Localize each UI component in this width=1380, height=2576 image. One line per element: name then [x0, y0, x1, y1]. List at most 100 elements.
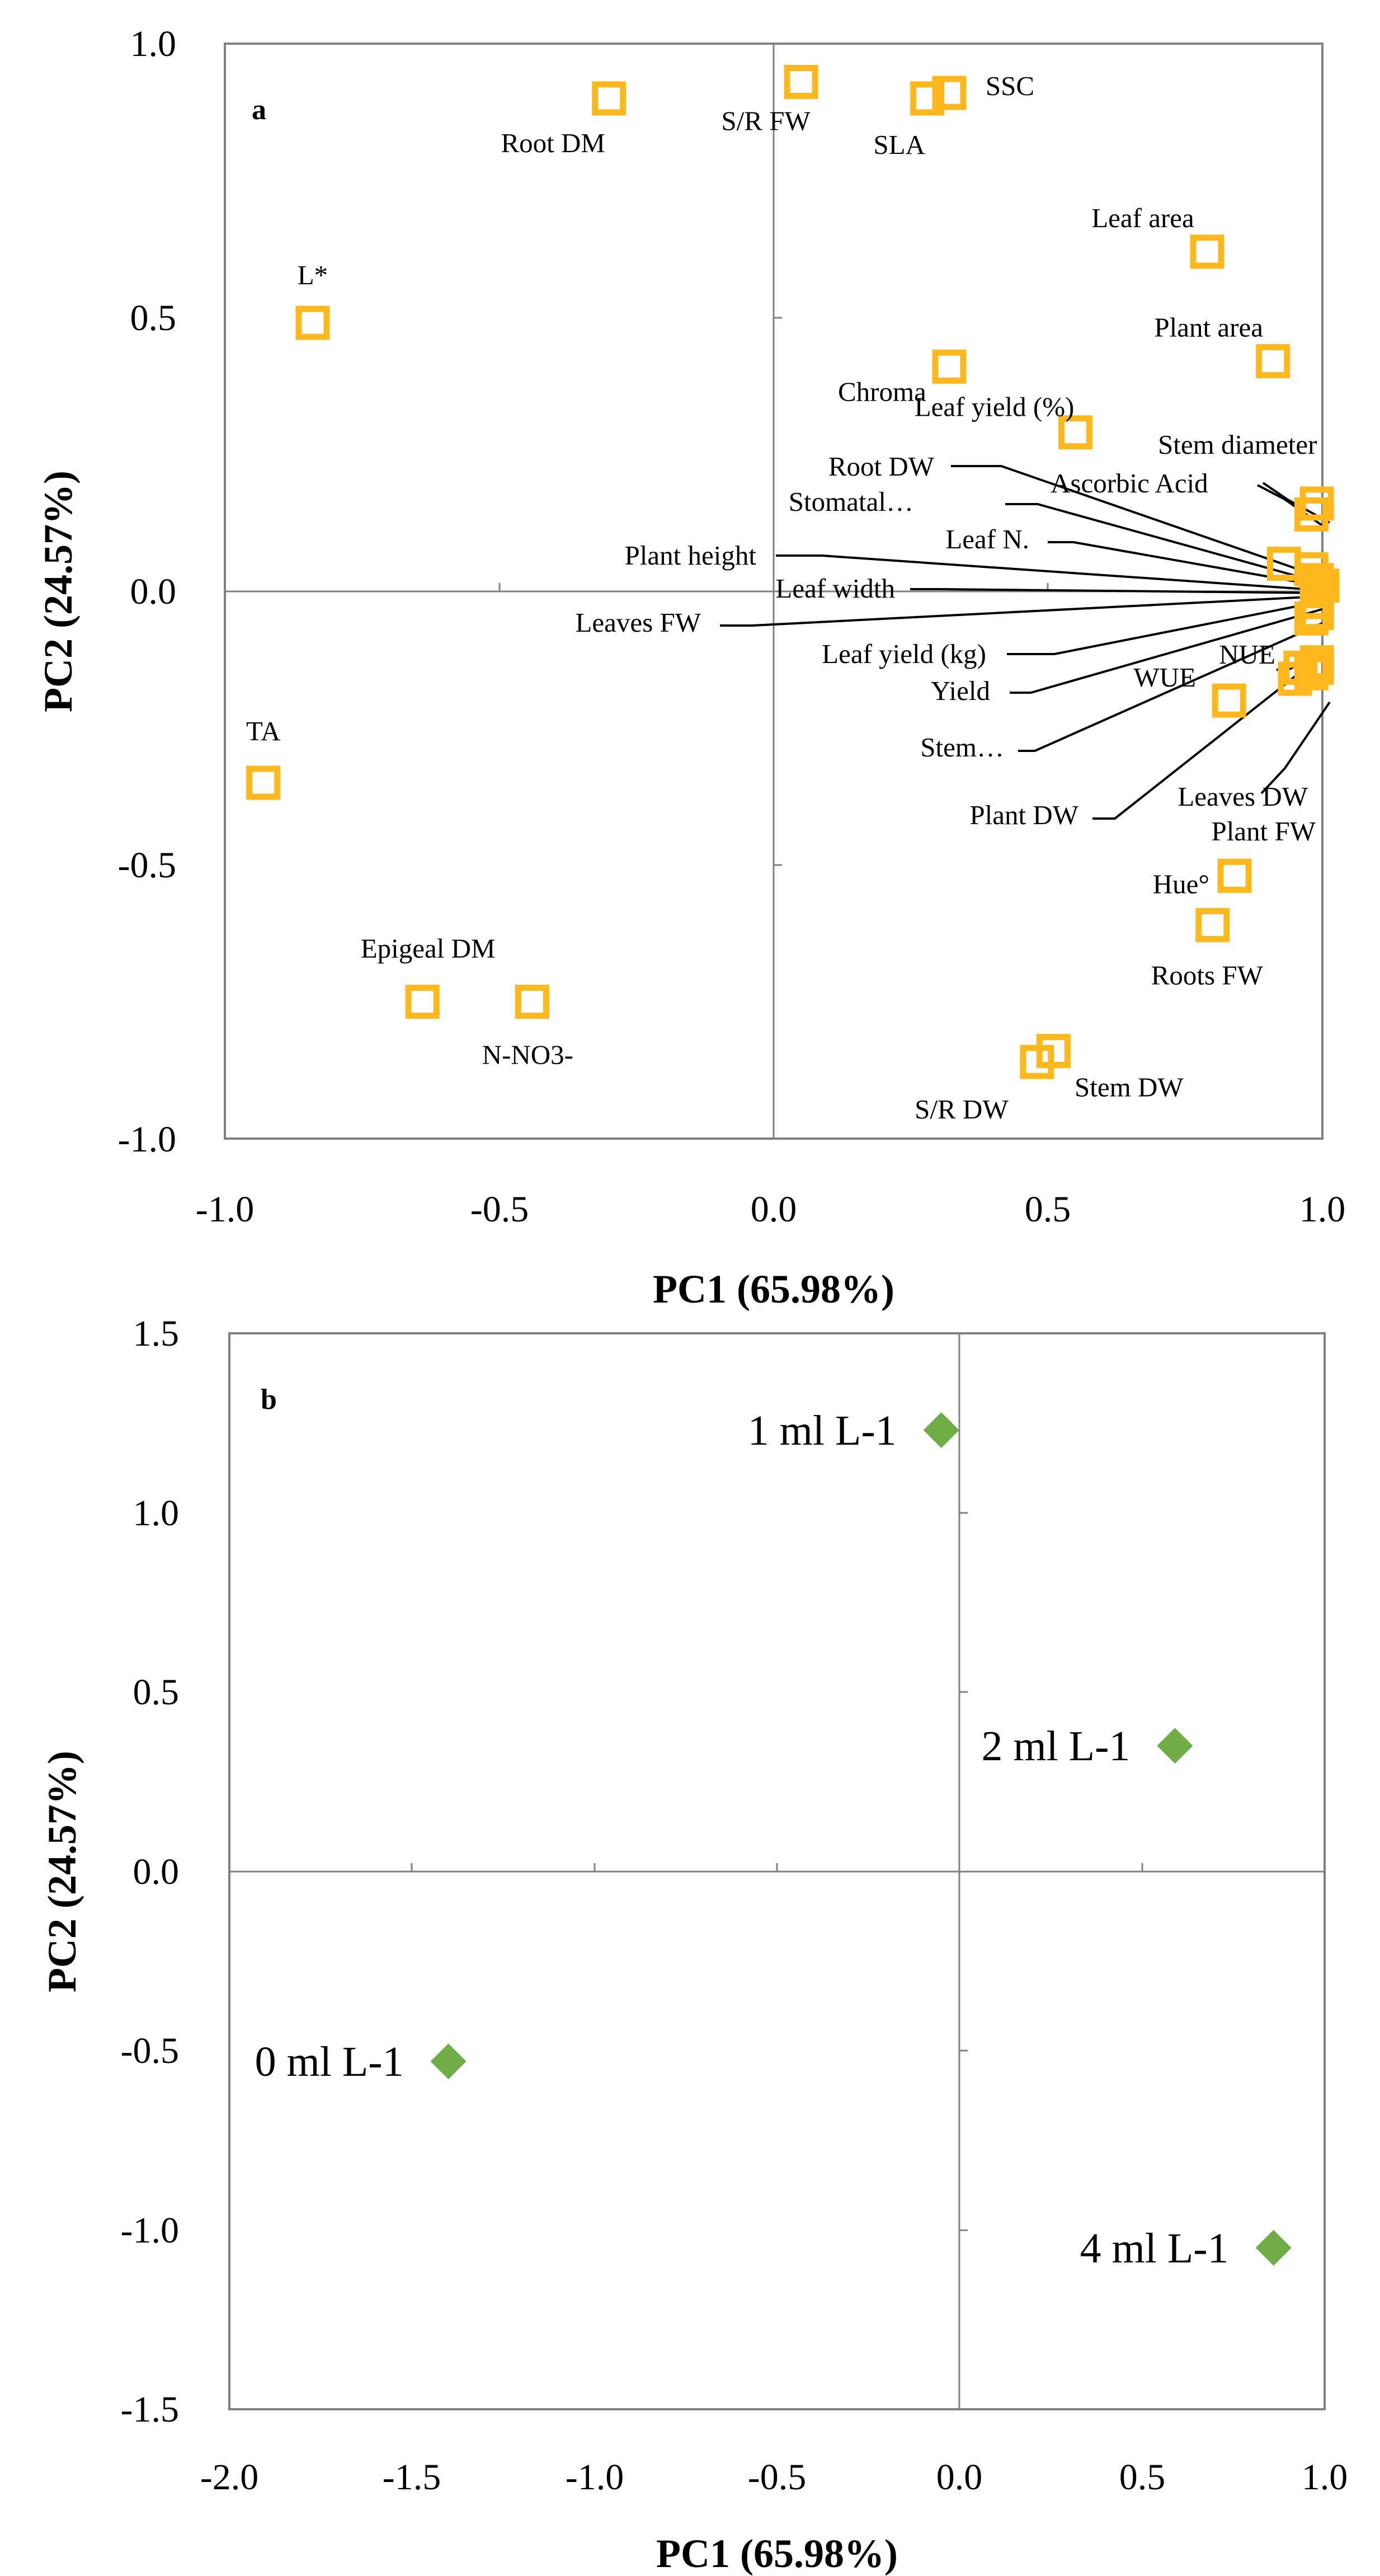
panel-a-x-ticks: -1.0 -0.5 0.0 0.5 1.0 — [196, 1189, 1345, 1230]
marker-plant-area — [1256, 344, 1290, 379]
y-tick: 0.0 — [133, 1851, 180, 1892]
point-label-root-dm: Root DM — [501, 128, 605, 158]
point-label-2-ml-l-1: 2 ml L-1 — [981, 1723, 1130, 1770]
point-label-wue: WUE — [1133, 662, 1196, 693]
point-label-1-ml-l-1: 1 ml L-1 — [748, 1407, 897, 1454]
point-label-4-ml-l-1: 4 ml L-1 — [1080, 2225, 1229, 2272]
marker-stem-dw — [1036, 1033, 1071, 1068]
panel-b-y-ticks: 1.5 1.0 0.5 0.0 -0.5 -1.0 -1.5 — [121, 1313, 179, 2430]
point-label-leaf-yield-kg: Leaf yield (kg) — [822, 638, 986, 669]
point-label-yield: Yield — [931, 675, 990, 706]
marker-s-r-fw — [784, 64, 818, 99]
point-label-leaves-fw: Leaves FW — [576, 607, 701, 638]
point-label-ssc: SSC — [986, 70, 1034, 101]
x-tick: -2.0 — [200, 2457, 258, 2498]
panel-b-score-plot: b 1.5 1.0 0.5 0.0 -0.5 -1.0 -1.5 -2.0 -1… — [40, 1313, 1348, 2576]
leader-line-leaves-fw — [720, 595, 1330, 627]
marker-n-no3 — [515, 984, 549, 1019]
panel-a-letter: a — [252, 94, 266, 126]
marker-ascorbic-acid — [1294, 497, 1329, 532]
panel-b-letter: b — [261, 1384, 277, 1416]
marker-l — [295, 305, 330, 340]
leader-line-plant-height — [776, 554, 1330, 592]
point-label-stem: Stem… — [920, 732, 1004, 763]
y-tick: -0.5 — [118, 845, 176, 886]
x-tick: 1.0 — [1302, 2457, 1348, 2498]
panel-a-markers — [246, 64, 1340, 1079]
point-label-0-ml-l-1: 0 ml L-1 — [255, 2038, 404, 2085]
x-tick: -1.0 — [196, 1189, 254, 1230]
leader-line-plant-dw — [1092, 648, 1331, 820]
panel-b-x-ticks: -2.0 -1.5 -1.0 -0.5 0.0 0.5 1.0 — [200, 2457, 1348, 2498]
marker-sla — [910, 81, 945, 116]
point-label-stem-diameter: Stem diameter — [1158, 429, 1317, 460]
point-label-stomatal: Stomatal… — [789, 486, 913, 517]
point-label-ta: TA — [246, 716, 281, 746]
panel-b-x-axis-title: PC1 (65.98%) — [656, 2531, 898, 2576]
point-label-n-no3: N-NO3- — [482, 1039, 573, 1070]
point-label-chroma: Chroma — [838, 376, 926, 407]
point-label-s-r-dw: S/R DW — [915, 1094, 1009, 1125]
point-label-plant-fw: Plant FW — [1212, 816, 1316, 847]
y-tick: -0.5 — [121, 2030, 179, 2071]
x-tick: -1.0 — [566, 2457, 624, 2498]
x-tick: 0.5 — [1025, 1189, 1071, 1230]
point-label-ascorbic-acid: Ascorbic Acid — [1051, 468, 1208, 499]
y-tick: -1.0 — [121, 2210, 179, 2251]
x-tick: 1.0 — [1299, 1189, 1346, 1230]
point-label-hue: Hue° — [1153, 868, 1209, 899]
point-label-root-dw: Root DW — [828, 451, 935, 482]
point-label-plant-dw: Plant DW — [969, 800, 1078, 830]
marker-stem — [1212, 683, 1246, 718]
panel-b-markers — [430, 1412, 1292, 2266]
marker-plant-fw — [1299, 645, 1334, 680]
marker-chroma — [932, 349, 967, 384]
marker-4-ml-l-1 — [1255, 2230, 1292, 2266]
marker-roots-fw — [1195, 908, 1230, 942]
x-tick: 0.0 — [751, 1189, 797, 1230]
marker-ta — [246, 765, 281, 800]
y-tick: 1.0 — [133, 1493, 180, 1534]
point-label-l: L* — [298, 260, 328, 290]
marker-hue — [1217, 858, 1252, 893]
y-tick: 0.5 — [133, 1672, 180, 1713]
x-tick: 0.5 — [1119, 2457, 1166, 2498]
point-label-leaf-yield: Leaf yield (%) — [915, 392, 1075, 422]
point-label-leaf-width: Leaf width — [775, 573, 895, 604]
marker-ssc — [932, 76, 967, 110]
panel-b-point-labels: 1 ml L-1 2 ml L-1 0 ml L-1 4 ml L-1 — [255, 1407, 1229, 2272]
y-tick: 0.5 — [130, 298, 177, 339]
panel-a-y-ticks: 1.0 0.5 0.0 -0.5 -1.0 — [118, 23, 176, 1160]
point-label-nue: NUE — [1219, 639, 1275, 670]
point-label-leaf-n: Leaf N. — [945, 524, 1029, 554]
leader-line-stem — [1018, 619, 1330, 752]
marker-2-ml-l-1 — [1157, 1728, 1193, 1764]
x-tick: 0.0 — [936, 2457, 983, 2498]
y-tick: 1.5 — [133, 1313, 180, 1354]
leader-line-yield — [1010, 606, 1330, 694]
panel-a-loading-plot: a 1.0 0.5 0.0 -0.5 -1.0 -1.0 -0.5 0.0 0.… — [36, 23, 1345, 1311]
x-tick: -1.5 — [383, 2457, 441, 2498]
point-label-leaves-dw: Leaves DW — [1178, 781, 1308, 812]
y-tick: -1.5 — [121, 2389, 179, 2430]
marker-epigeal-dm — [405, 984, 440, 1019]
panel-a-y-axis-title: PC2 (24.57%) — [36, 471, 81, 712]
y-tick: -1.0 — [118, 1119, 176, 1160]
leader-line-stomatal — [1005, 503, 1330, 586]
panel-a-point-labels: Root DM S/R FW SLA SSC L* Leaf area Plant area… — [246, 70, 1317, 1125]
marker-leaf-yield-kg — [1299, 596, 1334, 631]
marker-1-ml-l-1 — [923, 1412, 959, 1449]
marker-leaf-yield — [1058, 415, 1093, 450]
y-tick: 0.0 — [130, 571, 177, 612]
leader-line-leaf-width — [910, 588, 1330, 594]
x-tick: -0.5 — [470, 1189, 529, 1230]
leader-line-leaf-yield-kg — [1007, 599, 1330, 655]
marker-leaf-area — [1190, 234, 1224, 269]
point-label-s-r-fw: S/R FW — [721, 105, 811, 136]
panel-a-x-axis-title: PC1 (65.98%) — [653, 1267, 894, 1311]
point-label-sla: SLA — [873, 129, 925, 160]
leader-line-leaves-dw — [1260, 701, 1331, 795]
point-label-roots-fw: Roots FW — [1151, 960, 1264, 990]
y-tick: 1.0 — [130, 23, 177, 64]
